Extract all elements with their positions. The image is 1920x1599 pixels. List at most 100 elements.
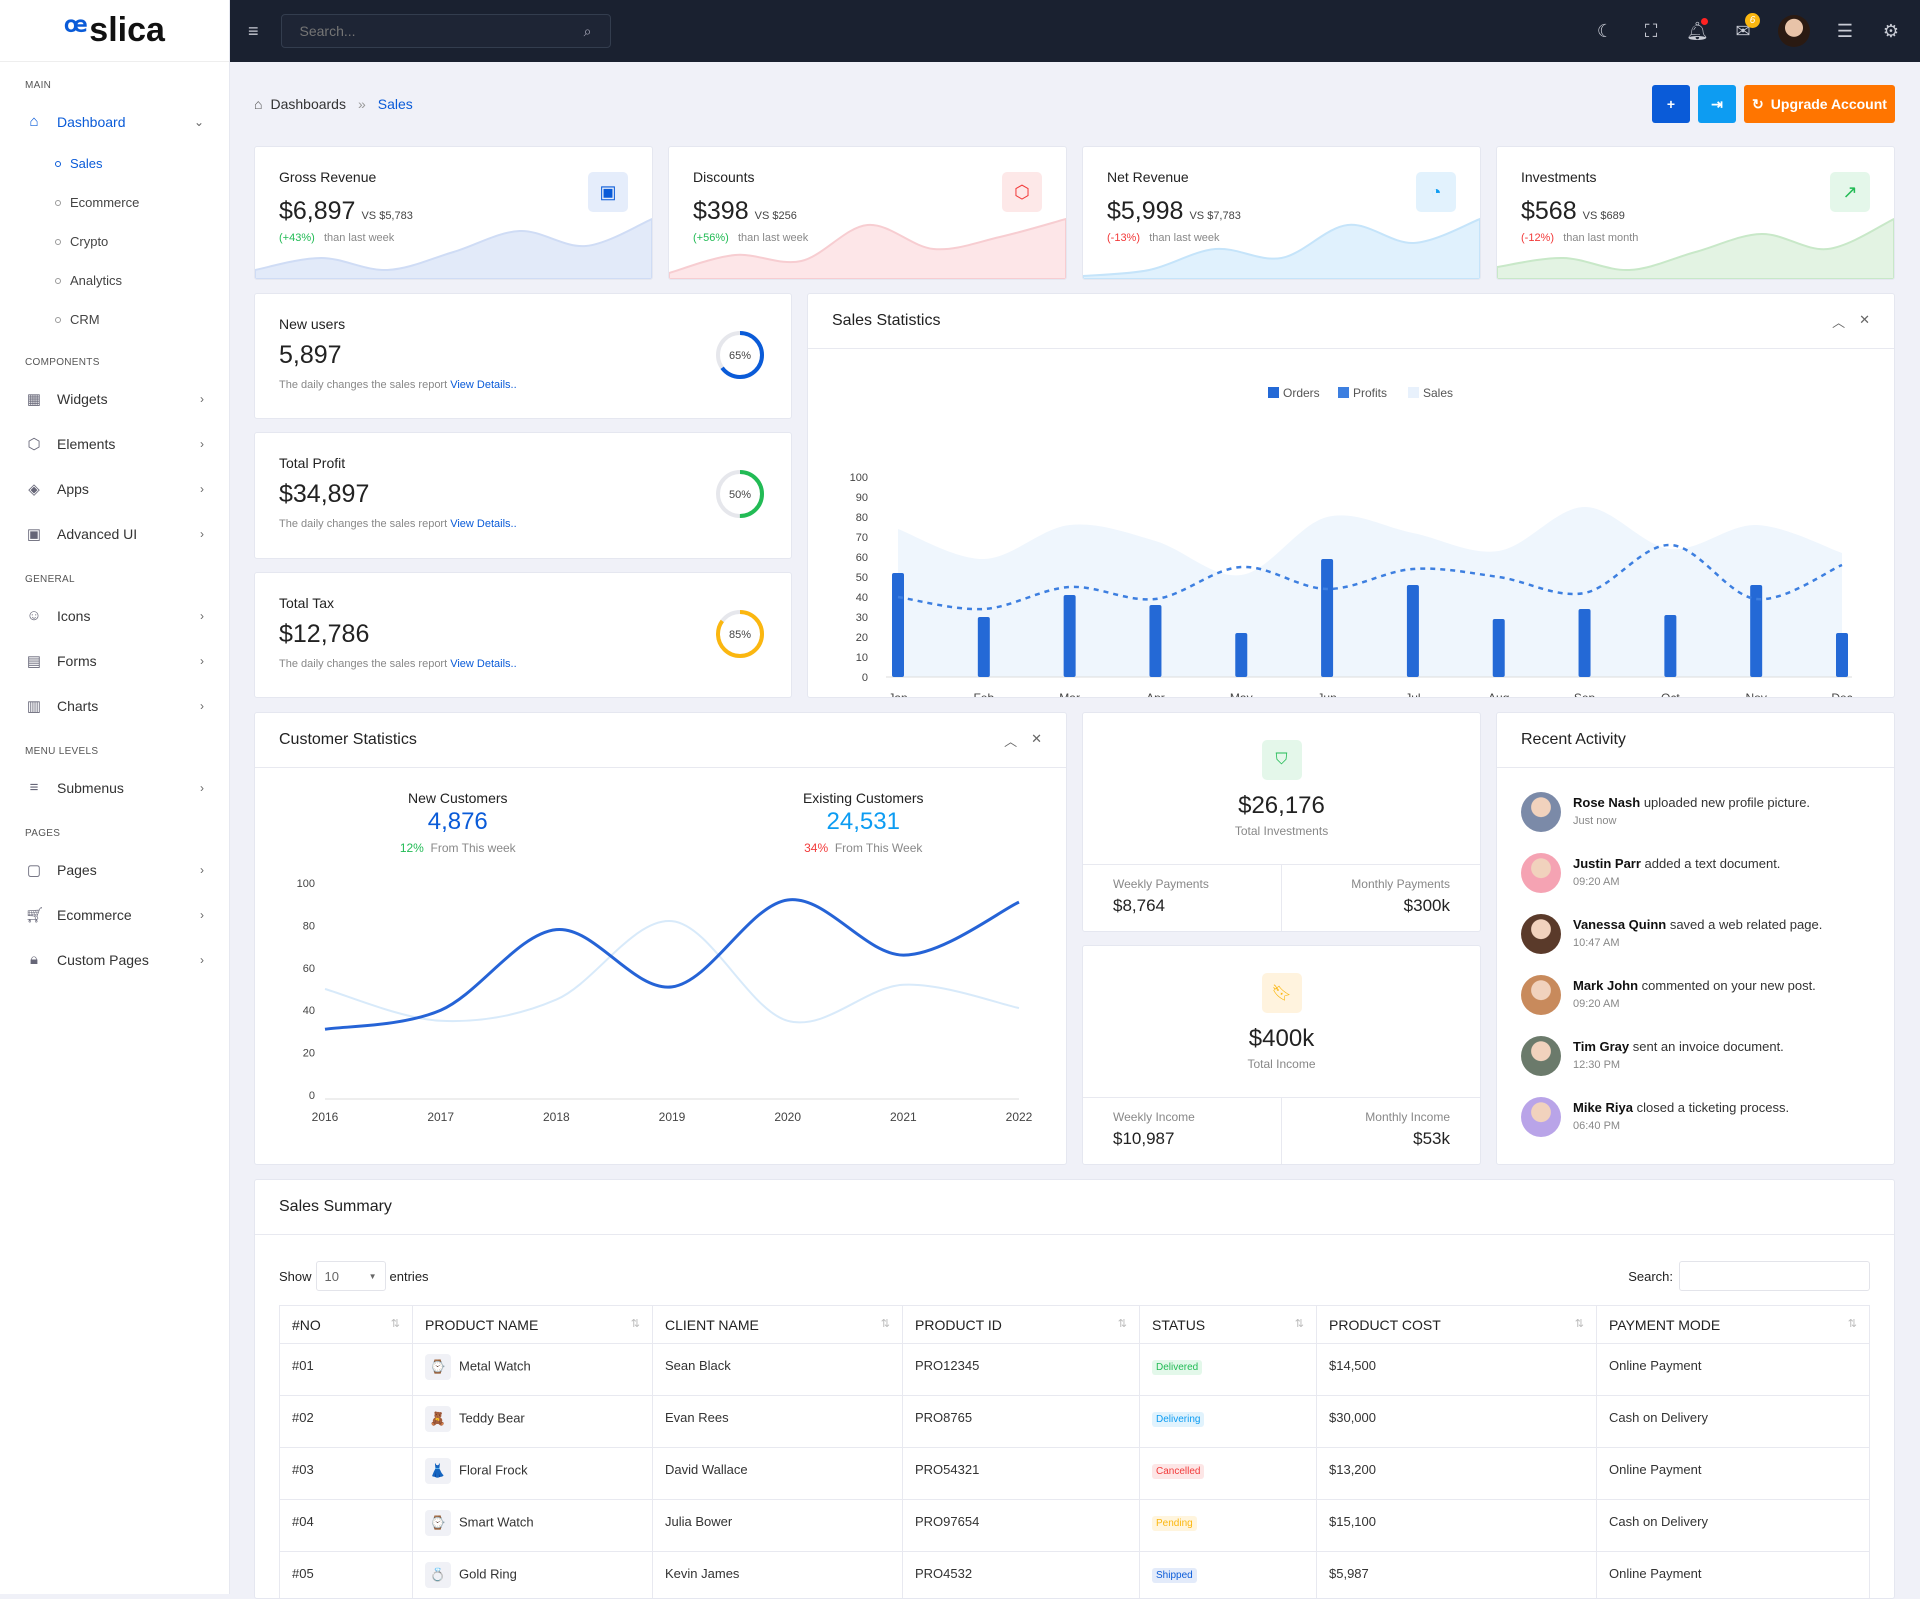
status-badge: Delivered: [1152, 1360, 1202, 1375]
sidebar-right-icon[interactable]: ☰: [1834, 21, 1856, 42]
card-title: Customer Statistics: [279, 731, 417, 749]
x-tick-label: 2018: [543, 1110, 570, 1124]
sort-icon[interactable]: ⇅: [881, 1317, 890, 1330]
sort-icon[interactable]: ⇅: [1118, 1317, 1127, 1330]
avatar: [1521, 853, 1561, 893]
table-search-input[interactable]: [1679, 1261, 1870, 1291]
column-header[interactable]: PAYMENT MODE⇅: [1597, 1306, 1870, 1344]
sidebar-subitem-sales[interactable]: Sales: [0, 144, 229, 183]
sidebar-item-submenus[interactable]: ≡Submenus›: [0, 765, 229, 810]
bar-orders: [1836, 633, 1848, 677]
upgrade-account-button[interactable]: ↻Upgrade Account: [1744, 85, 1895, 123]
menu-toggle-icon[interactable]: ≡: [248, 21, 259, 42]
gear-icon[interactable]: ⚙: [1880, 21, 1902, 42]
column-header[interactable]: STATUS⇅: [1140, 1306, 1317, 1344]
sort-icon[interactable]: ⇅: [391, 1317, 400, 1330]
search-icon[interactable]: ⌕: [584, 23, 592, 40]
view-details-link[interactable]: View Details..: [450, 658, 516, 670]
product-image: 💍: [425, 1562, 451, 1588]
breadcrumb-dashboards[interactable]: Dashboards: [270, 96, 346, 112]
sidebar-item-widgets[interactable]: ▦Widgets›: [0, 376, 229, 421]
new-customers: New Customers 4,876 12% From This week: [255, 790, 661, 855]
breadcrumb-separator: »: [358, 96, 366, 112]
chevron-right-icon: ›: [200, 781, 204, 795]
y-tick-label: 100: [297, 878, 315, 890]
sort-icon[interactable]: ⇅: [631, 1317, 640, 1330]
x-tick-label: 2022: [1006, 1110, 1033, 1124]
sidebar-item-forms[interactable]: ▤Forms›: [0, 638, 229, 683]
grid-icon: ▦: [25, 390, 43, 408]
status-badge: Shipped: [1152, 1568, 1197, 1583]
bar-orders: [1321, 559, 1333, 677]
sidebar-subitem-crm[interactable]: CRM: [0, 300, 229, 339]
legend-label: Orders: [1283, 386, 1320, 400]
sidebar-item-pages[interactable]: ▢Pages›: [0, 847, 229, 892]
close-icon[interactable]: ✕: [1859, 312, 1870, 331]
sort-icon[interactable]: ⇅: [1848, 1317, 1857, 1330]
x-tick-label: Jan: [888, 691, 907, 697]
sidebar-subitem-crypto[interactable]: Crypto: [0, 222, 229, 261]
close-icon[interactable]: ✕: [1031, 731, 1042, 750]
y-tick-label: 40: [303, 1005, 315, 1017]
x-tick-label: Sep: [1574, 691, 1596, 697]
sort-icon[interactable]: ⇅: [1295, 1317, 1304, 1330]
series-line: [325, 921, 1019, 1022]
x-tick-label: May: [1230, 691, 1253, 697]
sidebar-item-custom-pages[interactable]: 🔒︎Custom Pages›: [0, 937, 229, 982]
column-header[interactable]: PRODUCT NAME⇅: [413, 1306, 653, 1344]
mail-icon[interactable]: ✉6: [1732, 21, 1754, 42]
x-tick-label: 2017: [427, 1110, 454, 1124]
view-details-link[interactable]: View Details..: [450, 518, 516, 530]
sidebar-subitem-ecommerce[interactable]: Ecommerce: [0, 183, 229, 222]
column-header[interactable]: CLIENT NAME⇅: [653, 1306, 903, 1344]
collapse-icon[interactable]: ︿: [1004, 731, 1017, 750]
bar-orders: [892, 573, 904, 677]
user-avatar[interactable]: [1778, 15, 1810, 47]
sidebar-item-ecommerce[interactable]: 🛒︎Ecommerce›: [0, 892, 229, 937]
card-title: Sales Summary: [279, 1198, 392, 1216]
column-header[interactable]: PRODUCT COST⇅: [1317, 1306, 1597, 1344]
chevron-right-icon: ›: [200, 437, 204, 451]
y-tick-label: 20: [856, 632, 868, 644]
column-header[interactable]: #NO⇅: [280, 1306, 413, 1344]
bar-orders: [1235, 633, 1247, 677]
column-header[interactable]: PRODUCT ID⇅: [903, 1306, 1140, 1344]
sidebar-item-charts[interactable]: ▥Charts›: [0, 683, 229, 728]
sidebar-item-advanced-ui[interactable]: ▣Advanced UI›: [0, 511, 229, 556]
add-button[interactable]: +: [1652, 85, 1690, 123]
collapse-icon[interactable]: ︿: [1832, 312, 1845, 331]
sidebar-item-icons[interactable]: ☺Icons›: [0, 593, 229, 638]
sidebar-item-elements[interactable]: ⬡Elements›: [0, 421, 229, 466]
monthly-payments: Monthly Payments$300k: [1281, 865, 1480, 931]
progress-ring: 65%: [713, 328, 767, 382]
dark-mode-icon[interactable]: ☾: [1594, 21, 1616, 42]
bar-orders: [1149, 605, 1161, 677]
mini-card-total-profit: Total Profit$34,897 The daily changes th…: [254, 432, 792, 558]
activity-item: Mark John commented on your new post.09:…: [1497, 975, 1894, 1036]
view-details-link[interactable]: View Details..: [450, 379, 516, 391]
y-tick-label: 90: [856, 492, 868, 504]
bell-icon[interactable]: 🔔︎: [1686, 21, 1708, 42]
card-title: Sales Statistics: [832, 312, 940, 330]
fullscreen-icon[interactable]: ⛶: [1640, 21, 1662, 42]
bar-orders: [1064, 595, 1076, 677]
avatar: [1521, 975, 1561, 1015]
sidebar-item-dashboard[interactable]: ⌂Dashboard⌄: [0, 99, 229, 144]
x-tick-label: Feb: [973, 691, 994, 697]
series-line: [325, 900, 1019, 1030]
sidebar-subitem-analytics[interactable]: Analytics: [0, 261, 229, 300]
page-size-select[interactable]: 10▼: [316, 1261, 386, 1291]
y-tick-label: 40: [856, 592, 868, 604]
search-input[interactable]: [300, 23, 584, 39]
sidebar-item-apps[interactable]: ◈Apps›: [0, 466, 229, 511]
login-button[interactable]: ⇥: [1698, 85, 1736, 123]
sort-icon[interactable]: ⇅: [1575, 1317, 1584, 1330]
x-tick-label: 2021: [890, 1110, 917, 1124]
